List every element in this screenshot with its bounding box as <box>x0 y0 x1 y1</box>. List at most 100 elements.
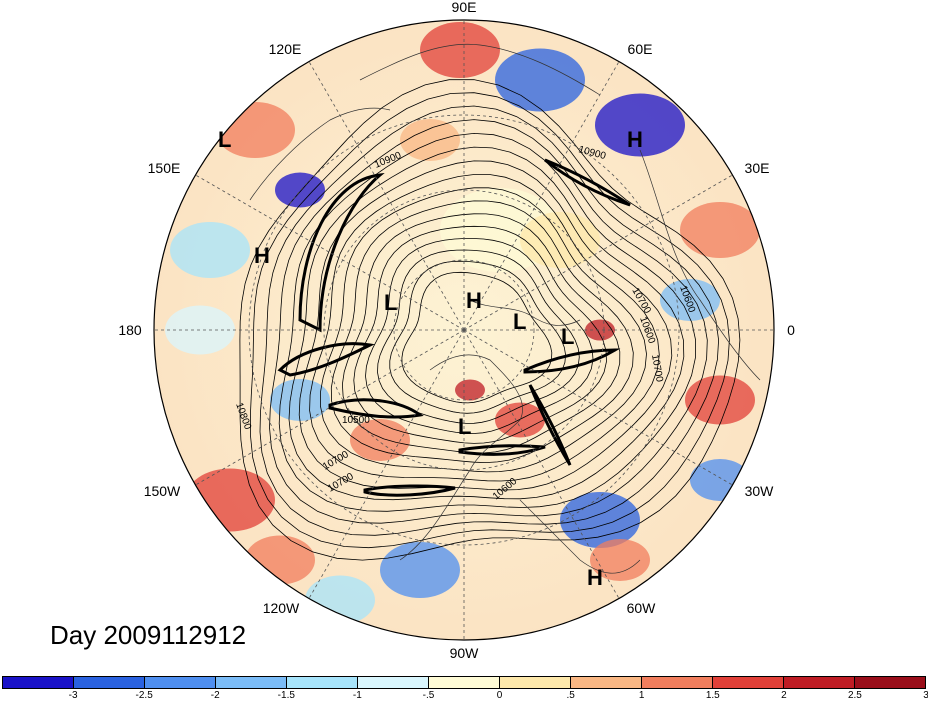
pressure-center-label: H <box>627 127 643 152</box>
height-contour <box>353 225 607 444</box>
lon-label-120e: 120E <box>269 41 302 57</box>
lon-label-90w: 90W <box>450 645 480 661</box>
anomaly-blob <box>595 93 685 157</box>
anomaly-blobs <box>165 22 760 625</box>
colorbar-tick-label: -3 <box>68 690 78 701</box>
colorbar-tick-label: -2 <box>210 690 220 701</box>
height-contour <box>389 260 567 414</box>
lon-label-150e: 150E <box>148 160 181 176</box>
anomaly-blob <box>590 539 650 581</box>
meridian-line <box>463 329 620 599</box>
anomaly-blob <box>680 202 760 258</box>
lon-label-90e: 90E <box>452 0 477 15</box>
pressure-center-label: H <box>587 565 603 590</box>
lon-label-60w: 60W <box>627 600 657 616</box>
colorbar-tick-label: -.5 <box>422 690 435 701</box>
colorbar-box <box>145 677 216 688</box>
height-contours <box>239 79 741 561</box>
colorbar-box <box>571 677 642 688</box>
pressure-center-label: L <box>218 127 231 152</box>
height-contour <box>239 79 741 561</box>
height-contour <box>401 271 553 404</box>
colorbar-tick-label: 2 <box>781 690 787 701</box>
height-contour <box>288 146 685 501</box>
colorbar-tick-label: 1 <box>638 690 645 701</box>
meridian-line <box>308 329 465 599</box>
height-contour <box>278 132 697 512</box>
height-contour <box>341 213 621 454</box>
colorbar-box <box>500 677 571 688</box>
anomaly-blob <box>685 375 755 425</box>
latitude-circle <box>248 114 680 546</box>
colorbar-tick-label: 3 <box>923 690 928 701</box>
anomaly-blob <box>520 212 600 268</box>
height-contour <box>269 119 708 524</box>
colorbar-box <box>3 677 74 688</box>
colorbar <box>2 676 926 689</box>
lon-label-0: 0 <box>787 322 795 338</box>
colorbar-box <box>287 677 358 688</box>
anomaly-blob <box>275 172 325 208</box>
anomaly-blob <box>185 468 275 532</box>
pressure-center-label: H <box>254 243 270 268</box>
anomaly-blob <box>420 22 500 78</box>
meridian-line <box>463 174 733 331</box>
pressure-centers: L H H L H L L L H L <box>218 127 643 590</box>
meridian-line <box>308 61 465 331</box>
colorbar-tick-label: .5 <box>566 690 575 701</box>
height-contour <box>298 160 673 491</box>
pressure-center-label: H <box>466 288 482 313</box>
height-contour <box>309 174 660 482</box>
height-contour <box>319 187 647 473</box>
meridian-line <box>195 174 465 331</box>
meridian-line <box>195 329 465 486</box>
height-contour <box>365 238 594 434</box>
lon-label-60e: 60E <box>628 41 653 57</box>
colorbar-tick-labels: -3 -2.5 -2 -1.5 -1 -.5 0 .5 1 1.5 2 2.5 3 <box>0 690 928 702</box>
contour-label: 10500 <box>342 415 370 426</box>
anomaly-blob <box>400 119 460 161</box>
colorbar-box <box>784 677 855 688</box>
anomaly-blob <box>380 542 460 598</box>
map-border <box>153 19 775 641</box>
anomaly-blob <box>455 379 485 401</box>
pressure-center-label: L <box>561 324 574 349</box>
colorbar-box <box>642 677 713 688</box>
longitude-labels: 90E 60E 30E 0 30W 60W 90W 120W 150W 180 … <box>118 0 795 661</box>
lon-label-150w: 150W <box>144 483 181 499</box>
colorbar-tick-label: -2.5 <box>135 690 153 701</box>
jet-contours <box>277 158 631 497</box>
colorbar-tick-label: -1.5 <box>277 690 295 701</box>
anomaly-blob <box>495 48 585 112</box>
anomaly-blob <box>170 222 250 278</box>
latitude-circle <box>323 189 605 471</box>
lon-label-120w: 120W <box>263 600 300 616</box>
colorbar-box <box>429 677 500 688</box>
pressure-center-label: L <box>513 309 526 334</box>
height-contour <box>377 249 580 424</box>
pressure-center-label: L <box>458 414 471 439</box>
contour-label: 10700 <box>649 354 665 384</box>
colorbar-box <box>74 677 145 688</box>
colorbar-box <box>216 677 287 688</box>
colorbar-box <box>358 677 429 688</box>
coastlines <box>249 43 761 574</box>
height-contour <box>249 92 730 549</box>
lon-label-30w: 30W <box>745 483 775 499</box>
pressure-center-label: L <box>384 290 397 315</box>
lon-label-30e: 30E <box>745 160 770 176</box>
colorbar-tick-label: -1 <box>352 690 362 701</box>
meridian-line <box>463 329 733 486</box>
lon-label-180: 180 <box>118 322 142 338</box>
colorbar-tick-label: 2.5 <box>847 690 862 701</box>
graticule <box>154 20 774 640</box>
latitude-circle <box>393 259 535 401</box>
anomaly-blob <box>560 492 640 548</box>
colorbar-tick-label: 1.5 <box>705 690 720 701</box>
date-label: Day 2009112912 <box>50 620 247 650</box>
colorbar-box <box>713 677 784 688</box>
anomaly-blob <box>585 319 615 341</box>
colorbar-tick-label: 0 <box>496 690 503 701</box>
anomaly-blob <box>305 575 375 625</box>
